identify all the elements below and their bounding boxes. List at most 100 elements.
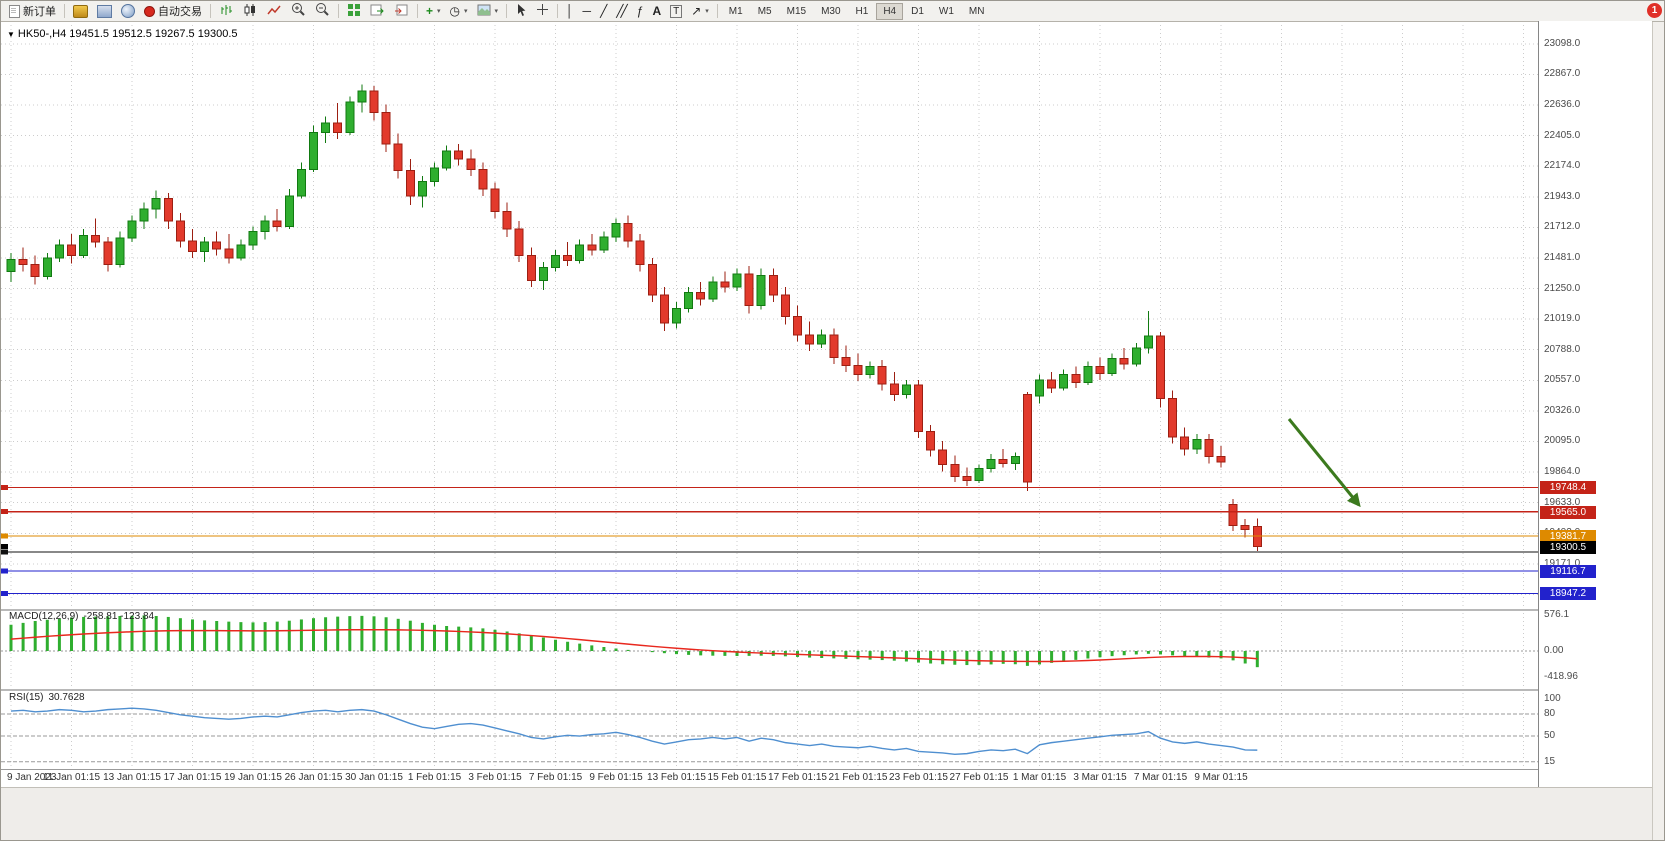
chevron-down-icon: ▾: [437, 8, 441, 15]
trendline-button[interactable]: ╱: [596, 2, 611, 20]
options-button[interactable]: [93, 2, 116, 20]
price-level-badge: 19381.7: [1540, 529, 1596, 543]
horizontal-line-button[interactable]: ─: [579, 2, 596, 20]
price-axis-label: 20326.0: [1544, 404, 1581, 416]
timeframe-mn-button[interactable]: MN: [962, 3, 992, 20]
price-axis-label: 22636.0: [1544, 98, 1581, 110]
macd-axis-label: 0.00: [1544, 645, 1564, 656]
rsi-axis-label: 50: [1544, 730, 1556, 742]
vertical-line-button[interactable]: │: [562, 2, 578, 20]
candlestick-chart[interactable]: [1, 25, 1538, 769]
candles: [6, 84, 1262, 552]
text-button[interactable]: A: [648, 2, 665, 20]
date-axis-label: 3 Mar 01:15: [1073, 772, 1127, 783]
chevron-down-icon: ▾: [464, 8, 468, 15]
price-axis-label: 21712.0: [1544, 221, 1581, 233]
price-axis[interactable]: 23098.0 22867.0 22636.0 22405.0 22174.0 21943…: [1538, 21, 1652, 787]
date-axis-label: 17 Feb 01:15: [768, 772, 827, 783]
timeframe-m30-button[interactable]: M30: [814, 3, 847, 20]
trendline-icon: ╱: [600, 4, 608, 18]
community-button[interactable]: [117, 2, 139, 20]
label-tool-icon: T: [670, 4, 683, 18]
timeframe-m1-button[interactable]: M1: [722, 3, 750, 20]
date-axis-label: 3 Feb 01:15: [468, 772, 522, 783]
fibonacci-button[interactable]: ƒ: [633, 2, 648, 20]
auto-trading-status-icon: [144, 5, 155, 17]
cursor-icon: [515, 3, 527, 20]
crosshair-button[interactable]: [532, 2, 553, 20]
price-axis-label: 21943.0: [1544, 190, 1581, 202]
toolbar-separator: [210, 4, 211, 18]
new-order-button[interactable]: 新订单: [5, 2, 60, 20]
templates-button[interactable]: ▾: [473, 2, 503, 20]
candlestick-chart-button[interactable]: [239, 2, 262, 20]
current-price-badge: 19300.5: [1540, 540, 1596, 554]
toolbar-separator: [716, 4, 718, 18]
timeframe-m5-button[interactable]: M5: [751, 3, 779, 20]
date-axis-label: 13 Feb 01:15: [647, 772, 706, 783]
toolbar-separator: [64, 4, 65, 18]
zoom-out-icon: [315, 2, 330, 20]
vertical-scrollbar[interactable]: [1652, 22, 1664, 840]
rsi-axis-label: 100: [1544, 693, 1561, 705]
rsi-axis-label: 80: [1544, 708, 1556, 720]
auto-trading-button[interactable]: 自动交易: [140, 2, 206, 20]
date-axis-label: 30 Jan 01:15: [345, 772, 403, 783]
zoom-in-icon: [291, 2, 306, 20]
metaeditor-button[interactable]: [69, 2, 92, 20]
cursor-button[interactable]: [511, 2, 531, 20]
price-level-badge: 18947.2: [1540, 587, 1596, 601]
notification-badge[interactable]: 1: [1647, 3, 1662, 18]
label-button[interactable]: T: [666, 2, 686, 20]
chevron-down-icon: ▾: [705, 8, 709, 15]
timeframe-d1-button[interactable]: D1: [904, 3, 931, 20]
toolbar-separator: [557, 4, 559, 18]
level-lines: [1, 484, 1538, 596]
timeframe-h1-button[interactable]: H1: [849, 3, 876, 20]
timeframe-w1-button[interactable]: W1: [932, 3, 961, 20]
date-axis-label: 1 Feb 01:15: [407, 772, 462, 783]
bar-chart-icon: [219, 3, 234, 20]
trend-arrow: [1287, 418, 1361, 508]
autoscroll-icon: [370, 3, 385, 20]
zoom-in-button[interactable]: [287, 2, 310, 20]
channel-button[interactable]: ╱╱: [612, 2, 631, 20]
bottom-strip: [1, 787, 1652, 840]
add-indicator-icon: +: [426, 4, 434, 18]
collapse-icon[interactable]: ▼: [7, 30, 15, 39]
toolbar-separator: [417, 4, 418, 18]
price-axis-label: 20095.0: [1544, 435, 1581, 447]
price-axis-label: 19633.0: [1544, 496, 1581, 508]
indicators-button[interactable]: + ▾: [422, 2, 445, 20]
bar-chart-button[interactable]: [215, 2, 238, 20]
chart-shift-icon: [394, 3, 409, 20]
time-axis[interactable]: 9 Jan 2023 11 Jan 01:15 13 Jan 01:15 17 Jan…: [1, 769, 1538, 787]
line-chart-button[interactable]: [263, 2, 286, 20]
tile-windows-button[interactable]: [343, 2, 365, 20]
autoscroll-button[interactable]: [366, 2, 389, 20]
tile-windows-icon: [347, 3, 361, 20]
timeframe-m15-button[interactable]: M15: [780, 3, 813, 20]
chart-shift-button[interactable]: [390, 2, 413, 20]
date-axis-label: 15 Feb 01:15: [707, 772, 767, 783]
timeframe-h4-button[interactable]: H4: [876, 2, 904, 20]
rsi-axis-label: 15: [1544, 755, 1556, 767]
date-axis-label: 9 Mar 01:15: [1194, 772, 1248, 783]
date-axis-label: 26 Jan 01:15: [284, 772, 343, 783]
date-axis-label: 9 Feb 01:15: [589, 772, 643, 783]
macd-axis-label: 576.1: [1544, 608, 1570, 620]
macd-panel: [1, 615, 1538, 668]
new-order-label: 新订单: [23, 6, 56, 18]
zoom-out-button[interactable]: [311, 2, 334, 20]
date-axis-label: 19 Jan 01:15: [224, 772, 282, 783]
date-axis-label: 1 Mar 01:15: [1012, 772, 1067, 783]
arrows-button[interactable]: ↗ ▾: [687, 2, 713, 20]
crosshair-icon: [536, 3, 549, 19]
price-axis-label: 22174.0: [1544, 160, 1581, 172]
arrows-tool-icon: ↗: [691, 4, 702, 18]
vertical-line-icon: │: [566, 4, 574, 18]
periods-button[interactable]: ◷ ▾: [446, 2, 472, 20]
channel-icon: ╱╱: [616, 4, 628, 18]
template-icon: [477, 4, 491, 19]
